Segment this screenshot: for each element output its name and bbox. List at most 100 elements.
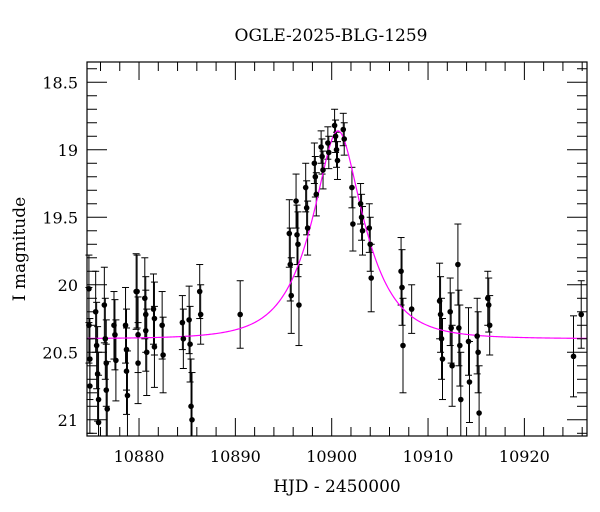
data-point [475, 349, 481, 356]
data-point [113, 357, 119, 364]
data-point [196, 288, 203, 295]
data-point [455, 261, 461, 268]
data-point [313, 191, 320, 198]
chart-title: OGLE-2025-BLG-1259 [235, 26, 428, 46]
data-point [448, 325, 454, 331]
data-point [142, 311, 149, 318]
data-point [94, 371, 101, 377]
data-point [447, 308, 453, 315]
data-point [160, 352, 166, 358]
data-point [293, 198, 299, 204]
data-point [179, 319, 186, 326]
data-point [349, 184, 355, 191]
data-point [333, 146, 340, 153]
y-tick-label: 20.5 [42, 343, 78, 362]
data-point [399, 284, 405, 291]
plot-area [85, 108, 588, 437]
data-point [112, 331, 118, 338]
data-point [457, 396, 464, 403]
data-point [150, 306, 157, 312]
data-point [485, 302, 492, 308]
data-point [366, 225, 373, 231]
data-point [325, 140, 331, 146]
data-point [570, 353, 577, 360]
data-point [151, 344, 158, 350]
data-point [135, 360, 141, 366]
data-point [135, 331, 141, 338]
data-point [326, 149, 332, 156]
data-point [457, 342, 463, 349]
data-point [286, 230, 293, 237]
data-point [189, 416, 195, 423]
data-point [180, 335, 187, 342]
data-point [123, 368, 130, 374]
data-point [124, 392, 131, 399]
data-point [318, 144, 324, 150]
data-point [332, 133, 339, 140]
y-tick-label: 18.5 [42, 73, 78, 92]
data-point [134, 288, 140, 295]
data-point [367, 241, 374, 248]
data-point [103, 360, 110, 366]
data-point [320, 167, 326, 173]
y-tick-label: 19.5 [42, 208, 78, 227]
data-point [302, 184, 309, 191]
data-point [456, 325, 462, 331]
data-point [87, 383, 93, 389]
data-point [95, 419, 102, 426]
data-point [368, 275, 375, 281]
data-point [143, 349, 150, 356]
data-point [312, 173, 319, 180]
data-point [474, 333, 480, 339]
data-point [87, 356, 93, 362]
data-point [142, 327, 149, 334]
data-point [437, 311, 444, 318]
data-point [197, 311, 204, 318]
y-tick-labels: 18.5 19 19.5 20 20.5 21 [42, 73, 78, 430]
y-tick-label: 21 [58, 411, 78, 430]
data-point [188, 403, 194, 410]
data-point [438, 335, 445, 342]
y-tick-label: 20 [58, 276, 78, 295]
x-tick-label: 10880 [114, 447, 165, 466]
x-tick-labels: 10880 10890 10900 10910 10920 [114, 447, 550, 466]
data-point [187, 341, 193, 347]
data-point [237, 311, 243, 318]
data-point [123, 346, 130, 353]
data-point [319, 153, 325, 160]
data-point [350, 221, 356, 227]
model-curve [86, 130, 588, 339]
data-point [303, 205, 310, 211]
error-bars [85, 108, 585, 437]
data-point [408, 306, 415, 312]
data-point [142, 295, 148, 302]
data-point [359, 227, 366, 234]
data-point [101, 302, 108, 308]
data-point [186, 317, 192, 323]
y-axis-label: I magnitude [10, 197, 30, 301]
data-point [102, 335, 109, 342]
data-point [151, 315, 158, 322]
x-tick-label: 10900 [306, 447, 357, 466]
data-point [449, 362, 455, 369]
data-point [400, 342, 406, 349]
x-tick-label: 10890 [210, 447, 261, 466]
data-point [311, 160, 318, 167]
data-point [436, 298, 443, 304]
data-point [486, 322, 493, 329]
data-point [476, 410, 482, 416]
data-point [358, 214, 365, 221]
data-point [287, 261, 294, 268]
data-point [111, 322, 117, 329]
data-point [304, 225, 311, 231]
data-point [466, 379, 473, 385]
data-point [288, 292, 295, 299]
data-point [103, 387, 110, 393]
plot-frame [86, 61, 588, 437]
x-tick-label: 10920 [499, 447, 550, 466]
data-point [331, 122, 338, 129]
data-point [465, 338, 472, 345]
data-point [95, 396, 102, 403]
data-point [439, 356, 446, 362]
